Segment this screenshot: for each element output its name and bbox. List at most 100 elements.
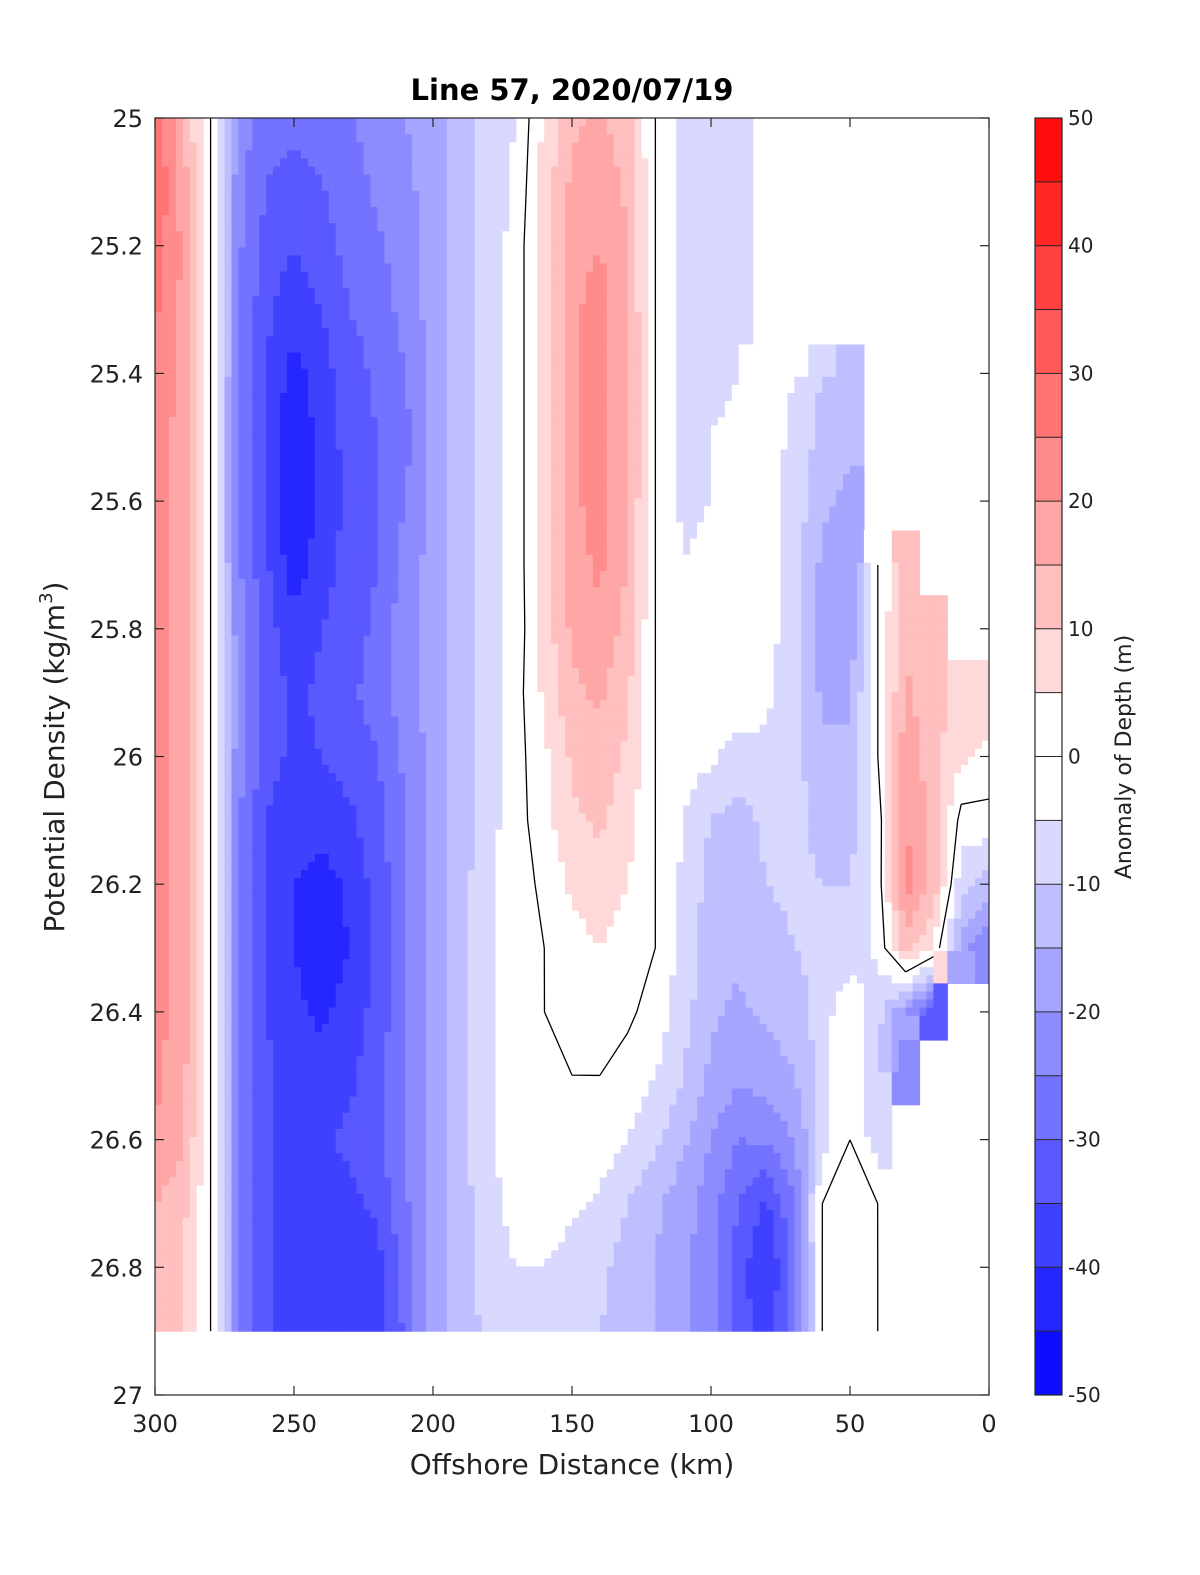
contour-cell bbox=[669, 328, 677, 337]
contour-cell bbox=[558, 409, 566, 418]
contour-cell bbox=[711, 506, 719, 515]
contour-cell bbox=[856, 481, 865, 491]
contour-cell bbox=[391, 126, 399, 135]
contour-cell bbox=[419, 336, 427, 346]
contour-cell bbox=[780, 498, 789, 507]
contour-cell bbox=[314, 449, 323, 459]
contour-cell bbox=[280, 190, 288, 200]
contour-cell bbox=[578, 433, 587, 443]
contour-cell bbox=[565, 401, 573, 410]
contour-cell bbox=[537, 320, 545, 329]
contour-cell bbox=[773, 490, 782, 499]
contour-cell bbox=[231, 190, 239, 200]
contour-cell bbox=[606, 215, 615, 224]
contour-cell bbox=[238, 206, 246, 216]
contour-cell bbox=[641, 506, 650, 515]
contour-cell bbox=[724, 457, 733, 467]
contour-cell bbox=[704, 465, 712, 475]
contour-cell bbox=[704, 279, 712, 289]
contour-cell bbox=[711, 392, 719, 402]
contour-cell bbox=[599, 425, 608, 435]
contour-cell bbox=[370, 312, 378, 321]
contour-cell bbox=[446, 417, 455, 426]
contour-cell bbox=[676, 206, 684, 216]
contour-cell bbox=[495, 433, 504, 443]
contour-cell bbox=[752, 344, 761, 354]
contour-cell bbox=[731, 271, 740, 281]
contour-cell bbox=[446, 174, 455, 184]
contour-cell bbox=[697, 401, 705, 410]
contour-cell bbox=[565, 239, 573, 249]
contour-cell bbox=[537, 490, 545, 499]
contour-cell bbox=[655, 223, 663, 232]
contour-cell bbox=[321, 215, 330, 224]
contour-cell bbox=[474, 255, 483, 265]
contour-cell bbox=[711, 490, 719, 499]
contour-cell bbox=[161, 360, 170, 370]
contour-cell bbox=[433, 392, 441, 402]
contour-cell bbox=[273, 514, 281, 523]
contour-cell bbox=[460, 506, 469, 515]
contour-cell bbox=[724, 158, 733, 168]
contour-cell bbox=[745, 150, 754, 160]
contour-cell bbox=[370, 247, 378, 257]
contour-cell bbox=[634, 368, 643, 378]
contour-cell bbox=[551, 514, 559, 523]
contour-cell bbox=[794, 401, 802, 410]
contour-cell bbox=[669, 344, 677, 354]
contour-cell bbox=[801, 360, 809, 370]
contour-cell bbox=[509, 368, 517, 378]
contour-cell bbox=[808, 473, 816, 483]
contour-cell bbox=[238, 538, 246, 548]
contour-cell bbox=[592, 190, 601, 200]
contour-cell bbox=[168, 498, 177, 507]
contour-cell bbox=[238, 360, 246, 370]
contour-cell bbox=[168, 312, 177, 321]
contour-cell bbox=[377, 352, 385, 362]
contour-cell bbox=[342, 538, 351, 548]
contour-cell bbox=[822, 522, 830, 532]
contour-cell bbox=[912, 538, 921, 548]
contour-cell bbox=[794, 441, 802, 451]
contour-cell bbox=[259, 142, 267, 151]
contour-cell bbox=[273, 336, 281, 346]
contour-cell bbox=[620, 126, 629, 135]
contour-cell bbox=[252, 231, 260, 240]
contour-cell bbox=[745, 134, 754, 143]
contour-cell bbox=[252, 409, 260, 418]
contour-cell bbox=[599, 352, 608, 362]
contour-cell bbox=[446, 498, 455, 507]
contour-cell bbox=[669, 118, 677, 127]
contour-cell bbox=[843, 417, 851, 426]
contour-cell bbox=[280, 360, 288, 370]
contour-cell bbox=[161, 514, 170, 523]
contour-cell bbox=[488, 328, 497, 337]
contour-cell bbox=[433, 506, 441, 515]
contour-cell bbox=[460, 312, 469, 321]
contour-cell bbox=[266, 465, 274, 475]
contour-cell bbox=[238, 376, 246, 386]
contour-cell bbox=[801, 498, 809, 507]
contour-cell bbox=[530, 465, 538, 475]
contour-cell bbox=[829, 449, 837, 459]
contour-cell bbox=[217, 344, 226, 354]
contour-cell bbox=[321, 328, 330, 337]
contour-cell bbox=[161, 134, 170, 143]
contour-cell bbox=[419, 392, 427, 402]
contour-cell bbox=[738, 336, 747, 346]
contour-cell bbox=[794, 409, 802, 418]
contour-cell bbox=[342, 118, 351, 127]
contour-cell bbox=[419, 530, 427, 540]
contour-cell bbox=[349, 530, 358, 540]
contour-cell bbox=[342, 279, 351, 289]
contour-cell bbox=[426, 304, 434, 313]
contour-cell bbox=[252, 449, 260, 459]
contour-cell bbox=[724, 417, 733, 426]
contour-cell bbox=[314, 441, 323, 451]
contour-cell bbox=[384, 425, 392, 435]
contour-cell bbox=[238, 409, 246, 418]
contour-cell bbox=[481, 417, 490, 426]
contour-cell bbox=[384, 295, 392, 305]
contour-cell bbox=[488, 182, 497, 192]
contour-cell bbox=[606, 287, 615, 297]
